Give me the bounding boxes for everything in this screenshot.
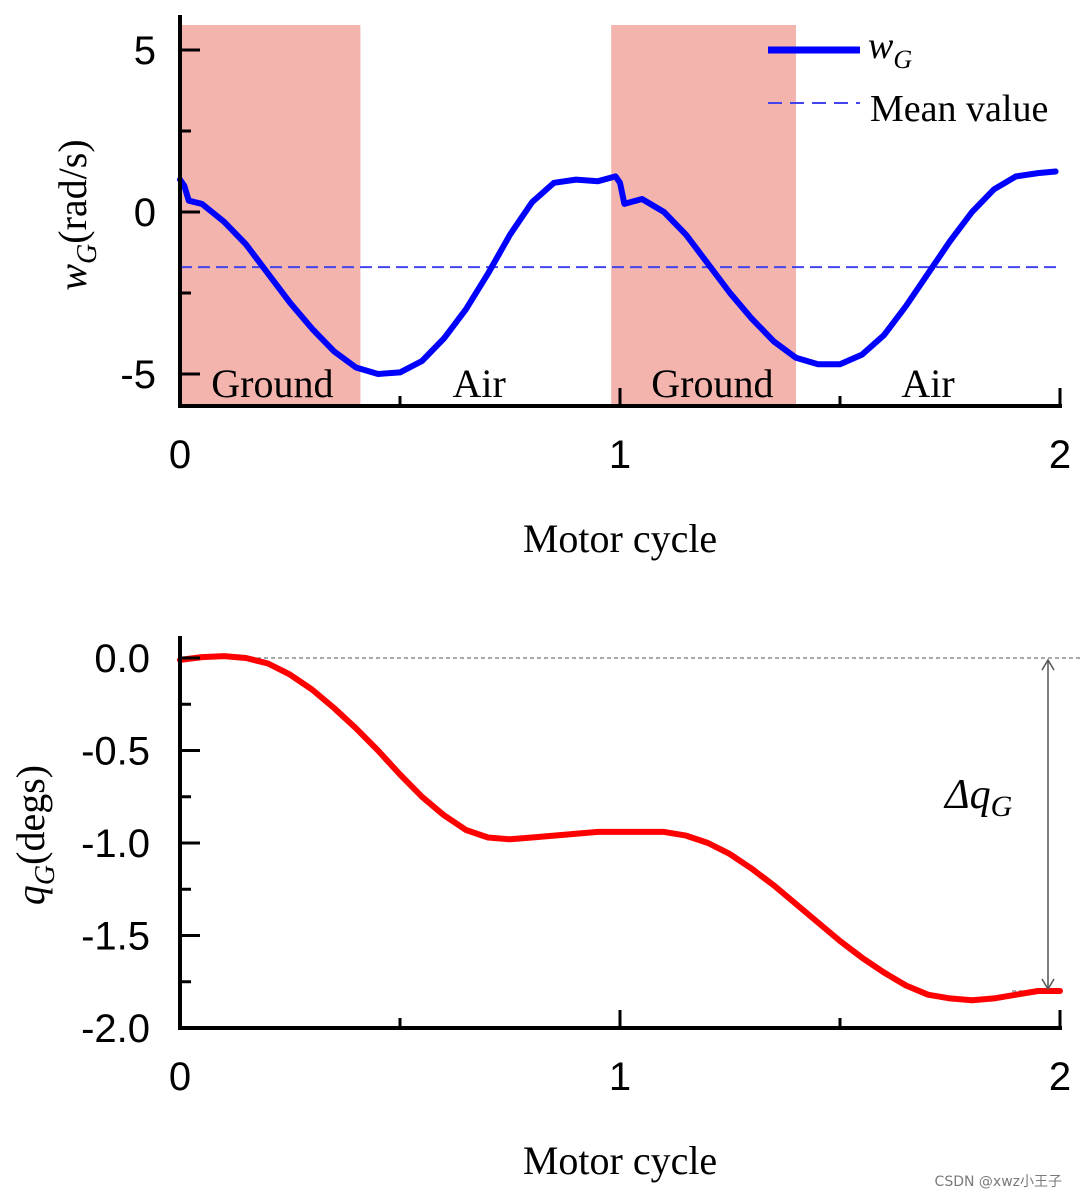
- y-axis-title: qG(degs): [8, 765, 61, 905]
- y-tick-label: -1.0: [81, 822, 150, 866]
- delta-label-var: Δq: [943, 772, 991, 818]
- y-tick-label: -5: [120, 353, 156, 397]
- bottom-chart: ΔqG 0.0 -0.5 -1.0 -1.5 -2.0 0 1 2 Motor …: [8, 636, 1080, 1183]
- y-axis-title-var: q: [8, 885, 53, 905]
- axis-ticks: [178, 48, 1062, 406]
- series-layer: [177, 168, 1060, 377]
- legend-label-wg-sub: G: [893, 45, 912, 74]
- y-tick-label: 0.0: [94, 637, 150, 681]
- series-layer: [177, 653, 1063, 1004]
- delta-arrowhead-top: [1041, 658, 1055, 671]
- y-axis-title-sub: G: [72, 244, 103, 264]
- shaded-region-ground: [180, 25, 361, 406]
- watermark: CSDN @xwz小王子: [935, 1174, 1062, 1190]
- delta-annotation: ΔqG: [943, 658, 1055, 991]
- legend-label-wg: wG: [868, 25, 912, 74]
- x-tick-label: 0: [169, 1055, 191, 1099]
- y-tick-label: 5: [134, 29, 156, 73]
- region-label-ground-2: Ground: [651, 361, 773, 406]
- x-tick-label: 1: [609, 433, 631, 477]
- y-tick-label: -2.0: [81, 1007, 150, 1051]
- series-wg: [177, 168, 1059, 377]
- shaded-region-ground: [611, 25, 796, 406]
- reference-lines: [180, 657, 1080, 992]
- y-tick-label: -0.5: [81, 730, 150, 774]
- legend: wG Mean value: [768, 25, 1048, 130]
- y-tick-label: -1.5: [81, 915, 150, 959]
- y-axis-title-var: w: [50, 264, 95, 291]
- axis-ticks: [178, 656, 1062, 1030]
- region-label-air-1: Air: [453, 361, 506, 406]
- delta-arrowhead-bottom: [1041, 978, 1055, 991]
- delta-label-sub: G: [991, 790, 1013, 823]
- y-tick-label: 0: [134, 191, 156, 235]
- y-axis-title: wG(rad/s): [50, 139, 103, 290]
- legend-label-mean: Mean value: [870, 88, 1048, 130]
- shaded-regions: [180, 25, 796, 406]
- region-label-air-2: Air: [901, 361, 954, 406]
- x-axis-title: Motor cycle: [523, 516, 717, 561]
- legend-label-wg-var: w: [868, 25, 894, 67]
- y-axis-title-unit: (rad/s): [50, 139, 95, 243]
- region-label-ground-1: Ground: [211, 361, 333, 406]
- series-qg: [177, 653, 1063, 1004]
- x-tick-label: 2: [1049, 1055, 1071, 1099]
- x-axis-title: Motor cycle: [523, 1138, 717, 1183]
- x-tick-label: 2: [1049, 433, 1071, 477]
- x-tick-label: 1: [609, 1055, 631, 1099]
- y-axis-title-sub: G: [30, 865, 61, 885]
- x-tick-label: 0: [169, 433, 191, 477]
- delta-label: ΔqG: [943, 772, 1013, 823]
- y-axis-title-unit: (degs): [8, 765, 53, 865]
- top-chart: Ground Air Ground Air 5 0 -5 0 1 2 Motor…: [50, 15, 1071, 561]
